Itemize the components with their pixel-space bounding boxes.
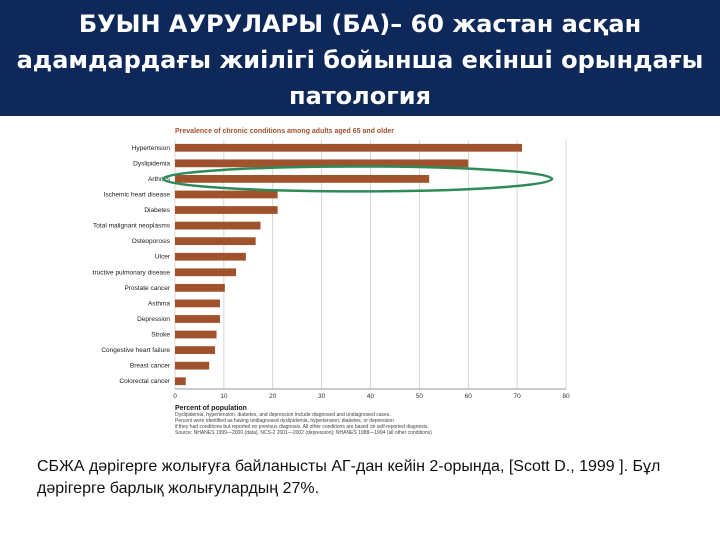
category-label: Ischemic heart disease (104, 191, 171, 198)
title-banner: БУЫН АУРУЛАРЫ (БА)– 60 жастан асқан адам… (0, 0, 720, 116)
footnote-1: Dyslipidemia, hypertension, diabetes, an… (175, 412, 391, 418)
category-label: Total malignant neoplasms (93, 223, 171, 230)
bar (175, 346, 216, 354)
footnote-2: Percent were identified as having undiag… (175, 418, 394, 424)
bar (175, 159, 469, 168)
category-label: Diabetes (144, 207, 170, 214)
bar (175, 190, 278, 199)
category-label: Arthritis (148, 176, 171, 183)
bar (175, 237, 256, 246)
footnote-3: if they had conditions but reported no p… (175, 424, 429, 430)
category-label: Ulcer (155, 254, 171, 261)
bar (175, 143, 523, 152)
bar (175, 330, 217, 339)
x-tick-label: 50 (416, 393, 424, 400)
footnote-4: Source: NHANES 1999—2000 (data), NCS-2 2… (175, 430, 432, 436)
category-label: Asthma (148, 300, 170, 307)
prevalence-chart: Prevalence of chronic conditions among a… (92, 118, 592, 443)
tick-label-layer: 0 10 20 30 40 50 60 70 80 (173, 393, 570, 400)
category-label: Osteoporosis (132, 238, 171, 245)
category-label: Depression (137, 316, 170, 323)
bar (175, 206, 278, 214)
bar (175, 299, 220, 308)
bar (175, 252, 246, 261)
x-tick-label: 40 (367, 393, 375, 400)
x-tick-label: 30 (318, 393, 326, 400)
x-axis-label: Percent of population (175, 405, 247, 412)
bar (175, 221, 261, 230)
x-tick-label: 60 (465, 393, 473, 400)
category-label: Congestive heart failure (101, 347, 170, 354)
x-tick-label: 20 (269, 393, 277, 400)
chart-svg: Prevalence of chronic conditions among a… (92, 128, 570, 436)
bar (175, 361, 210, 370)
category-label: Prostate cancer (124, 285, 170, 292)
bar (175, 315, 220, 323)
slide-title: БУЫН АУРУЛАРЫ (БА)– 60 жастан асқан адам… (16, 10, 704, 110)
category-label: Chronic obstructive pulmonary disease (92, 269, 170, 276)
category-label: Hypertension (132, 145, 171, 152)
category-label: Dyslipidemia (133, 160, 170, 167)
category-label-layer: Hypertension Dyslipidemia Arthritis Ischemi… (92, 145, 171, 385)
bar (175, 268, 237, 277)
x-tick-label: 10 (220, 393, 228, 400)
chart-title: Prevalence of chronic conditions among a… (175, 128, 394, 135)
slide-caption: СБЖА дәрігерге жолығуға байланысты АГ-да… (37, 458, 661, 497)
x-tick-label: 80 (562, 393, 570, 400)
x-tick-label: 70 (514, 393, 522, 400)
bar (175, 283, 225, 292)
category-label: Colorectal cancer (119, 378, 170, 385)
category-label: Stroke (151, 332, 170, 339)
bar (175, 377, 186, 386)
category-label: Breast cancer (130, 363, 171, 370)
highlight-ellipse (161, 165, 554, 193)
x-tick-label: 0 (173, 393, 177, 400)
bar (175, 175, 430, 183)
bar-layer (175, 143, 523, 386)
